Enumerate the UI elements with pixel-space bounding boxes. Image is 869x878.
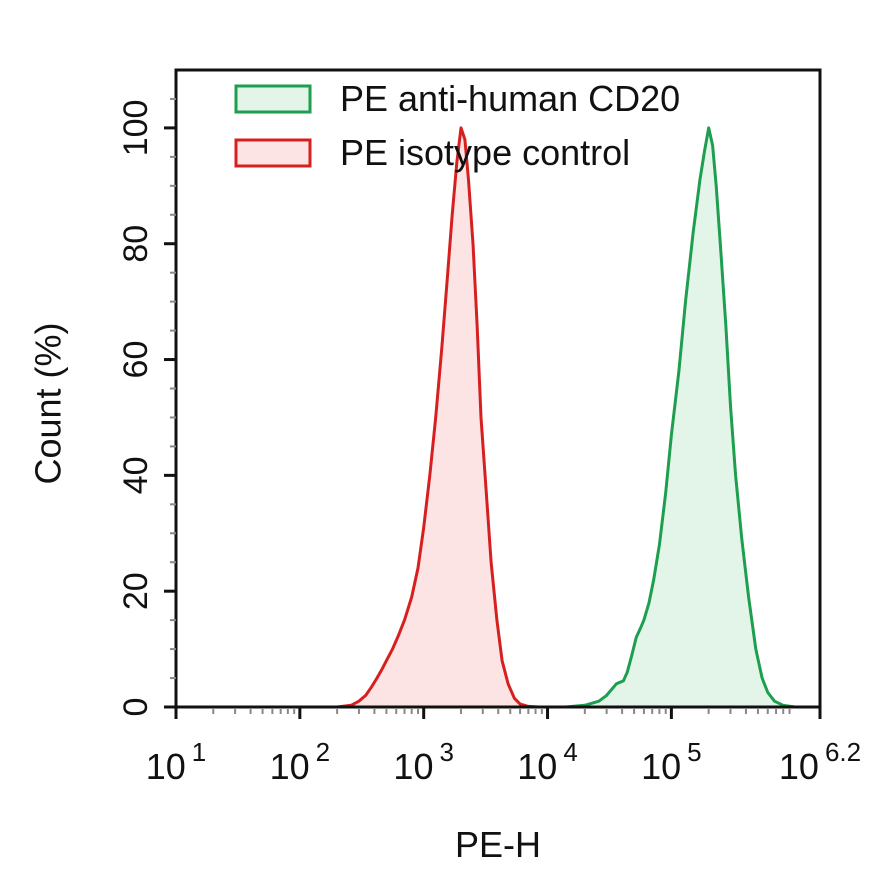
x-tick-label-3: 10 4 (517, 737, 578, 787)
x-tick-label-5: 10 6.2 (779, 737, 861, 787)
y-tick-label-4: 80 (117, 225, 155, 263)
y-axis-ticks: 0 20 40 60 80 100 (117, 97, 176, 717)
x-tick-label-0: 10 1 (146, 737, 207, 787)
y-tick-label-3: 60 (117, 341, 155, 379)
x-axis-ticks: 10 1 10 2 10 3 10 4 10 5 10 6.2 (146, 707, 861, 787)
legend-swatch-1 (234, 138, 312, 168)
series-layer (336, 126, 796, 709)
series-line-0 (565, 126, 796, 709)
x-tick-label-2: 10 3 (393, 737, 454, 787)
y-axis-label: Count (%) (28, 322, 69, 484)
x-axis-label: PE-H (455, 824, 541, 865)
legend-swatch-0 (234, 84, 312, 114)
series-line-1 (336, 126, 539, 709)
legend-label-0: PE anti-human CD20 (340, 78, 680, 119)
legend-label-1: PE isotype control (340, 132, 630, 173)
legend: PE anti-human CD20 PE isotype control (234, 78, 680, 173)
x-tick-label-4: 10 5 (641, 737, 702, 787)
y-tick-label-2: 40 (117, 456, 155, 494)
y-tick-label-1: 20 (117, 572, 155, 610)
x-tick-label-1: 10 2 (270, 737, 331, 787)
y-tick-label-0: 0 (117, 698, 155, 717)
series-area-1 (337, 127, 539, 707)
series-area-0 (565, 127, 796, 707)
y-tick-label-5: 100 (117, 100, 155, 157)
